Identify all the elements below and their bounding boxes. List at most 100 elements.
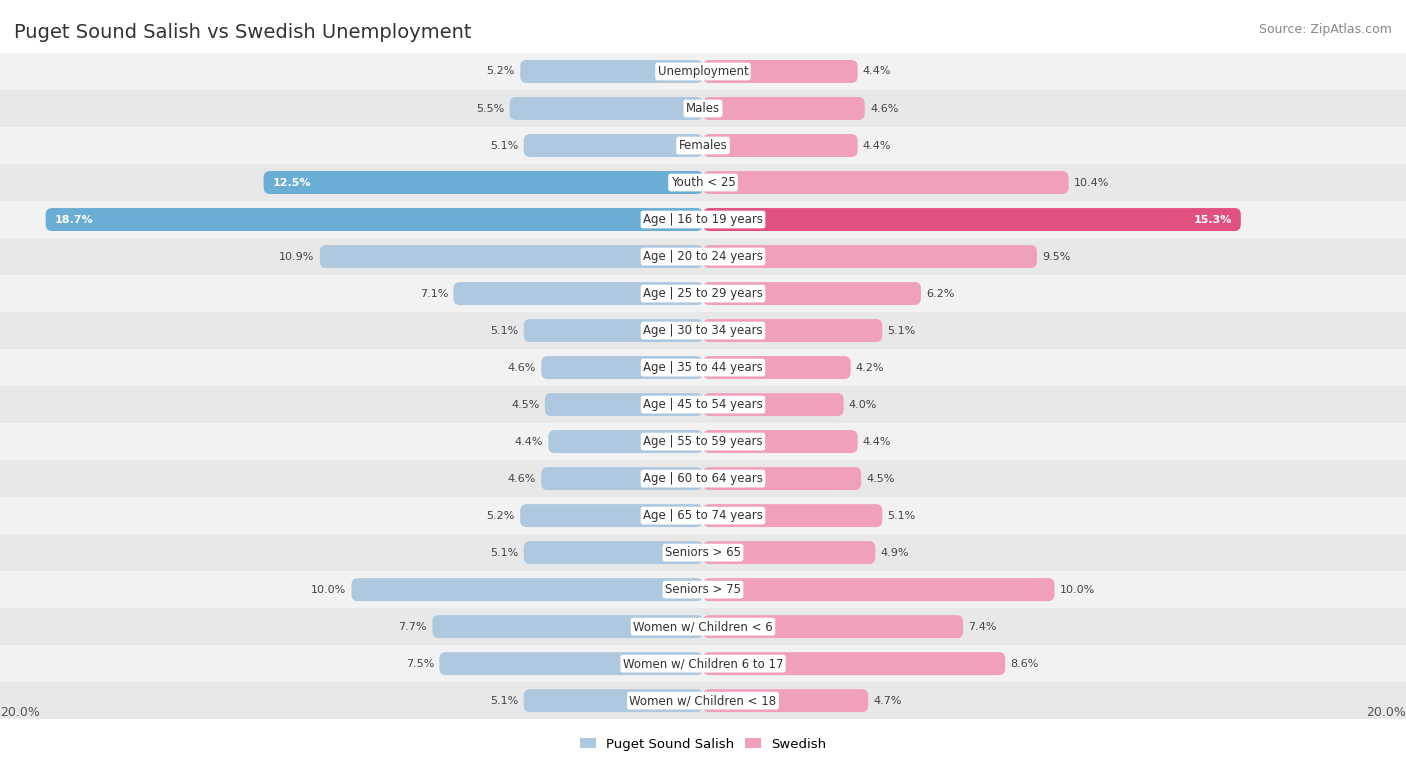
Bar <box>0 534 1406 571</box>
Text: Age | 55 to 59 years: Age | 55 to 59 years <box>643 435 763 448</box>
Bar <box>0 497 1406 534</box>
Text: 5.2%: 5.2% <box>486 511 515 521</box>
FancyBboxPatch shape <box>541 467 703 490</box>
Text: 20.0%: 20.0% <box>1367 706 1406 719</box>
FancyBboxPatch shape <box>703 393 844 416</box>
Text: 6.2%: 6.2% <box>927 288 955 298</box>
Text: Age | 20 to 24 years: Age | 20 to 24 years <box>643 250 763 263</box>
FancyBboxPatch shape <box>703 356 851 379</box>
Text: 4.5%: 4.5% <box>866 474 894 484</box>
FancyBboxPatch shape <box>703 208 1241 231</box>
FancyBboxPatch shape <box>703 430 858 453</box>
FancyBboxPatch shape <box>524 689 703 712</box>
Bar <box>0 349 1406 386</box>
Text: Age | 25 to 29 years: Age | 25 to 29 years <box>643 287 763 300</box>
Text: 20.0%: 20.0% <box>0 706 39 719</box>
Text: 4.7%: 4.7% <box>873 696 903 706</box>
Bar <box>0 127 1406 164</box>
Text: Source: ZipAtlas.com: Source: ZipAtlas.com <box>1258 23 1392 36</box>
FancyBboxPatch shape <box>524 134 703 157</box>
Text: 10.0%: 10.0% <box>1060 584 1095 594</box>
Text: 4.4%: 4.4% <box>863 67 891 76</box>
FancyBboxPatch shape <box>703 504 883 527</box>
Text: 5.1%: 5.1% <box>491 547 519 558</box>
FancyBboxPatch shape <box>524 319 703 342</box>
FancyBboxPatch shape <box>703 541 875 564</box>
Legend: Puget Sound Salish, Swedish: Puget Sound Salish, Swedish <box>575 732 831 755</box>
FancyBboxPatch shape <box>546 393 703 416</box>
Text: 7.4%: 7.4% <box>969 621 997 631</box>
FancyBboxPatch shape <box>541 356 703 379</box>
Text: 4.9%: 4.9% <box>880 547 910 558</box>
Text: 5.1%: 5.1% <box>491 141 519 151</box>
FancyBboxPatch shape <box>703 615 963 638</box>
FancyBboxPatch shape <box>703 653 1005 675</box>
FancyBboxPatch shape <box>520 504 703 527</box>
FancyBboxPatch shape <box>433 615 703 638</box>
FancyBboxPatch shape <box>264 171 703 194</box>
Text: 4.4%: 4.4% <box>515 437 543 447</box>
Text: 10.0%: 10.0% <box>311 584 346 594</box>
Text: Age | 60 to 64 years: Age | 60 to 64 years <box>643 472 763 485</box>
Text: Age | 45 to 54 years: Age | 45 to 54 years <box>643 398 763 411</box>
Text: Unemployment: Unemployment <box>658 65 748 78</box>
FancyBboxPatch shape <box>703 689 869 712</box>
Text: Women w/ Children < 18: Women w/ Children < 18 <box>630 694 776 707</box>
FancyBboxPatch shape <box>703 171 1069 194</box>
FancyBboxPatch shape <box>703 97 865 120</box>
Text: 5.1%: 5.1% <box>887 326 915 335</box>
Text: 4.0%: 4.0% <box>849 400 877 410</box>
Bar <box>0 608 1406 645</box>
Text: Age | 16 to 19 years: Age | 16 to 19 years <box>643 213 763 226</box>
Bar <box>0 423 1406 460</box>
Text: 9.5%: 9.5% <box>1042 251 1070 261</box>
Text: 10.4%: 10.4% <box>1074 178 1109 188</box>
Text: Age | 30 to 34 years: Age | 30 to 34 years <box>643 324 763 337</box>
Bar <box>0 90 1406 127</box>
Text: 4.4%: 4.4% <box>863 141 891 151</box>
Text: 4.6%: 4.6% <box>508 363 536 372</box>
FancyBboxPatch shape <box>703 60 858 83</box>
Text: 4.6%: 4.6% <box>508 474 536 484</box>
Text: Women w/ Children 6 to 17: Women w/ Children 6 to 17 <box>623 657 783 670</box>
Text: Women w/ Children < 6: Women w/ Children < 6 <box>633 620 773 633</box>
Text: Youth < 25: Youth < 25 <box>671 176 735 189</box>
Bar <box>0 201 1406 238</box>
Text: 5.1%: 5.1% <box>887 511 915 521</box>
FancyBboxPatch shape <box>352 578 703 601</box>
Text: 5.2%: 5.2% <box>486 67 515 76</box>
Text: 12.5%: 12.5% <box>273 178 311 188</box>
Bar <box>0 386 1406 423</box>
FancyBboxPatch shape <box>703 467 860 490</box>
Bar <box>0 164 1406 201</box>
Text: 4.4%: 4.4% <box>863 437 891 447</box>
Text: 7.1%: 7.1% <box>420 288 449 298</box>
Text: 7.7%: 7.7% <box>398 621 427 631</box>
FancyBboxPatch shape <box>703 282 921 305</box>
FancyBboxPatch shape <box>703 134 858 157</box>
FancyBboxPatch shape <box>46 208 703 231</box>
Text: 18.7%: 18.7% <box>55 214 93 225</box>
Text: 8.6%: 8.6% <box>1011 659 1039 668</box>
FancyBboxPatch shape <box>703 578 1054 601</box>
FancyBboxPatch shape <box>439 653 703 675</box>
Text: Seniors > 65: Seniors > 65 <box>665 546 741 559</box>
Text: 4.6%: 4.6% <box>870 104 898 114</box>
Text: 4.2%: 4.2% <box>856 363 884 372</box>
Text: 5.5%: 5.5% <box>477 104 505 114</box>
Bar <box>0 571 1406 608</box>
Text: 5.1%: 5.1% <box>491 326 519 335</box>
FancyBboxPatch shape <box>510 97 703 120</box>
Text: 4.5%: 4.5% <box>512 400 540 410</box>
FancyBboxPatch shape <box>548 430 703 453</box>
Text: 15.3%: 15.3% <box>1194 214 1232 225</box>
Bar <box>0 312 1406 349</box>
Text: 10.9%: 10.9% <box>280 251 315 261</box>
Bar <box>0 53 1406 90</box>
FancyBboxPatch shape <box>703 319 883 342</box>
Text: 5.1%: 5.1% <box>491 696 519 706</box>
FancyBboxPatch shape <box>321 245 703 268</box>
Text: Age | 35 to 44 years: Age | 35 to 44 years <box>643 361 763 374</box>
Bar <box>0 238 1406 275</box>
Bar <box>0 682 1406 719</box>
